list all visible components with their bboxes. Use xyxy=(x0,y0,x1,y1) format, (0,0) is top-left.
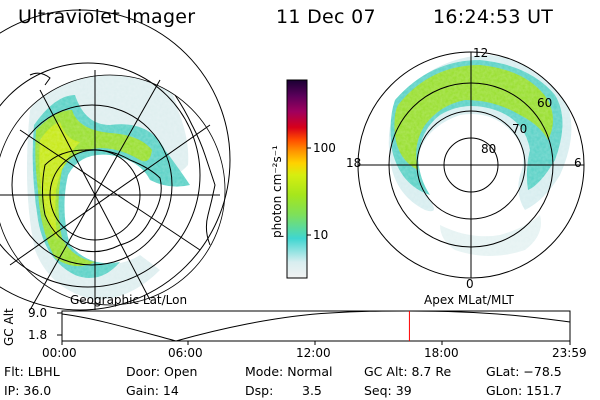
timeline-x-tick-0600: 06:00 xyxy=(168,346,203,360)
timeline-y-tick-1-8: 1.8 xyxy=(28,328,48,342)
timeline-y-axis-label: GC Alt xyxy=(2,308,16,346)
mlt-label-0: 0 xyxy=(466,277,474,291)
colorbar-unit-label: photon cm⁻²s⁻¹ xyxy=(270,145,284,238)
geographic-panel-label: Geographic Lat/Lon xyxy=(70,293,188,307)
timeline-x-tick-0000: 00:00 xyxy=(42,346,77,360)
dsp-value: 3.5 xyxy=(302,383,322,398)
gc-alt-readout: GC Alt: 8.7 Re xyxy=(364,364,452,379)
mode-readout: Mode: Normal xyxy=(245,364,333,379)
colorbar xyxy=(286,79,308,279)
colorbar-label-10: 10 xyxy=(313,228,329,242)
gain-readout: Gain: 14 xyxy=(126,383,179,398)
mlt-label-12: 12 xyxy=(473,46,489,60)
antarctica-coastline xyxy=(42,149,162,253)
geographic-grid xyxy=(0,9,231,311)
magnetic-grid xyxy=(357,51,585,279)
glon-readout: GLon: 151.7 xyxy=(486,383,562,398)
colorbar-label-100: 100 xyxy=(313,141,336,155)
glat-readout: GLat: −78.5 xyxy=(486,364,562,379)
left-image-edge xyxy=(0,74,226,306)
ip-readout: IP: 36.0 xyxy=(4,383,52,398)
mlt-label-18: 18 xyxy=(346,156,362,170)
mlat-label-70: 70 xyxy=(512,122,528,136)
time-label: 16:24:53 UT xyxy=(433,6,554,28)
dsp-label: Dsp: xyxy=(245,383,274,398)
coastline-north xyxy=(29,72,51,86)
mlat-label-60: 60 xyxy=(537,96,553,110)
filter-readout: Flt: LBHL xyxy=(4,364,60,379)
timeline-plot-frame xyxy=(61,310,571,342)
timeline-x-tick-2359: 23:59 xyxy=(552,346,587,360)
coastline-east xyxy=(174,94,216,246)
orbit-altitude-curve xyxy=(61,310,571,342)
timeline-x-tick-1800: 18:00 xyxy=(424,346,459,360)
mlat-label-80: 80 xyxy=(481,142,497,156)
magnetic-panel-label: Apex MLat/MLT xyxy=(424,293,514,307)
timeline-y-tick-9: 9.0 xyxy=(28,306,48,320)
seq-readout: Seq: 39 xyxy=(364,383,412,398)
door-readout: Door: Open xyxy=(126,364,198,379)
mlt-label-6: 6 xyxy=(574,156,582,170)
date-label: 11 Dec 07 xyxy=(276,6,376,28)
timeline-x-tick-1200: 12:00 xyxy=(296,346,331,360)
